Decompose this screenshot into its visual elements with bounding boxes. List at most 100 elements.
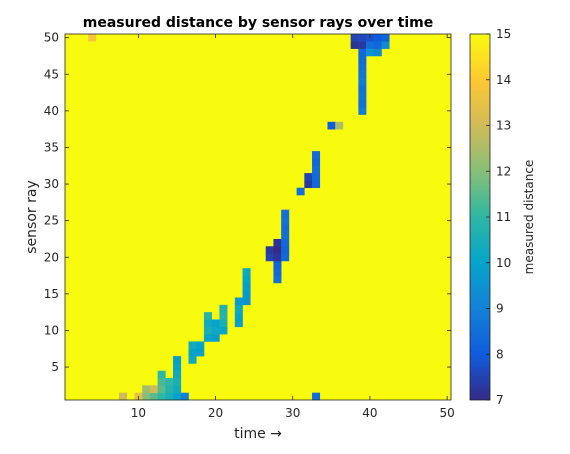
heatmap-cell bbox=[119, 392, 128, 401]
heatmap-cell bbox=[273, 246, 282, 254]
heatmap-cell bbox=[234, 319, 243, 328]
heatmap-cell bbox=[142, 392, 151, 401]
heatmap-cell bbox=[281, 209, 290, 218]
heatmap-cell bbox=[188, 348, 197, 357]
heatmap-cell bbox=[296, 187, 305, 196]
heatmap-cell bbox=[173, 385, 182, 393]
heatmap-cell bbox=[188, 341, 197, 350]
heatmap-cell bbox=[203, 312, 212, 320]
heatmap-cell bbox=[273, 238, 282, 247]
y-axis-label: sensor ray bbox=[24, 180, 40, 253]
heatmap-cell bbox=[180, 392, 189, 401]
heatmap-cell bbox=[219, 312, 228, 320]
heatmap-cell bbox=[366, 41, 375, 49]
heatmap-cell bbox=[273, 260, 282, 269]
colorbar-tick-label: 14 bbox=[496, 73, 511, 87]
heatmap-cell bbox=[304, 180, 313, 189]
x-tick-label: 20 bbox=[208, 406, 223, 420]
heatmap-cell bbox=[234, 312, 243, 320]
heatmap-cell bbox=[358, 41, 367, 49]
x-axis-ticks: 10 20 30 40 50 bbox=[131, 34, 455, 420]
heatmap-cell bbox=[157, 370, 166, 379]
y-tick-label: 35 bbox=[44, 140, 59, 154]
x-tick-label: 30 bbox=[285, 406, 300, 420]
x-tick-label: 10 bbox=[131, 406, 146, 420]
heatmap-cell bbox=[358, 107, 367, 115]
heatmap-cell bbox=[281, 224, 290, 232]
heatmap-cell bbox=[242, 268, 251, 276]
heatmap-cell bbox=[242, 275, 251, 284]
colorbar-tick-label: 11 bbox=[496, 210, 511, 224]
heatmap-cell bbox=[203, 319, 212, 328]
heatmap-cell bbox=[273, 253, 282, 262]
colorbar-label: measured distance bbox=[522, 160, 536, 275]
heatmap-cell bbox=[203, 334, 212, 342]
heatmap-cell bbox=[335, 121, 344, 130]
heatmap-cell bbox=[242, 290, 251, 298]
heatmap-cell bbox=[265, 253, 274, 262]
colorbar-tick-label: 12 bbox=[496, 164, 511, 178]
heatmap-cell bbox=[358, 63, 367, 71]
heatmap-cell bbox=[165, 378, 174, 386]
heatmap-cell bbox=[358, 92, 367, 101]
heatmap-cell bbox=[358, 99, 367, 108]
colorbar-tick-label: 13 bbox=[496, 119, 511, 133]
heatmap-cell bbox=[281, 217, 290, 225]
heatmap-cell bbox=[373, 34, 382, 42]
heatmap-cell bbox=[281, 238, 290, 247]
heatmap-cell bbox=[234, 304, 243, 313]
heatmap-cell bbox=[173, 392, 182, 401]
heatmap-cell bbox=[149, 385, 158, 393]
heatmap-cell bbox=[281, 246, 290, 254]
heatmap-cell bbox=[366, 48, 375, 57]
heatmap-cell bbox=[242, 297, 251, 306]
heatmap-background bbox=[65, 34, 451, 400]
heatmap-cell bbox=[196, 348, 205, 357]
heatmap-cell bbox=[211, 326, 220, 335]
colorbar-tick-label: 15 bbox=[496, 27, 511, 41]
x-axis-label: time → bbox=[234, 426, 282, 442]
heatmap-cell bbox=[373, 41, 382, 49]
heatmap-cell bbox=[358, 85, 367, 93]
colorbar-tick-label: 7 bbox=[496, 393, 504, 407]
heatmap-cell bbox=[327, 121, 336, 130]
heatmap-cell bbox=[304, 173, 313, 181]
chart-title: measured distance by sensor rays over ti… bbox=[83, 15, 433, 31]
heatmap-cell bbox=[381, 34, 390, 42]
heatmap-cell bbox=[312, 158, 321, 167]
colorbar-tick-label: 9 bbox=[496, 302, 504, 316]
heatmap-cell bbox=[188, 356, 197, 364]
heatmap-cell bbox=[358, 70, 367, 79]
heatmap-cell bbox=[312, 165, 321, 174]
heatmap-cell bbox=[219, 319, 228, 328]
heatmap-cell bbox=[88, 34, 97, 42]
heatmap-cell bbox=[273, 268, 282, 276]
heatmap-cell bbox=[211, 334, 220, 342]
heatmap-cell bbox=[312, 151, 321, 159]
heatmap-cell bbox=[157, 378, 166, 386]
heatmap-cell bbox=[373, 48, 382, 57]
colorbar-tick-label: 8 bbox=[496, 347, 504, 361]
heatmap-cell bbox=[312, 180, 321, 189]
heatmap-cell bbox=[219, 326, 228, 335]
colorbar-tick-label: 10 bbox=[496, 256, 511, 270]
heatmap-cell bbox=[173, 356, 182, 364]
heatmap-cell bbox=[173, 370, 182, 379]
heatmap-cell bbox=[273, 275, 282, 284]
plot-frame bbox=[64, 33, 452, 401]
heatmap-cell bbox=[358, 34, 367, 42]
heatmap-cell bbox=[165, 392, 174, 401]
heatmap-cell bbox=[312, 173, 321, 181]
heatmap-cell bbox=[281, 253, 290, 262]
heatmap-cell bbox=[358, 77, 367, 86]
heatmap-cell bbox=[149, 392, 158, 401]
heatmap-cell bbox=[142, 385, 151, 393]
heatmap-cell bbox=[173, 363, 182, 372]
heatmap-cell bbox=[219, 304, 228, 313]
heatmap-cell bbox=[242, 282, 251, 291]
heatmap-cell bbox=[173, 378, 182, 386]
y-tick-label: 15 bbox=[44, 287, 59, 301]
heatmap-cell bbox=[196, 341, 205, 350]
y-tick-label: 45 bbox=[44, 67, 59, 81]
